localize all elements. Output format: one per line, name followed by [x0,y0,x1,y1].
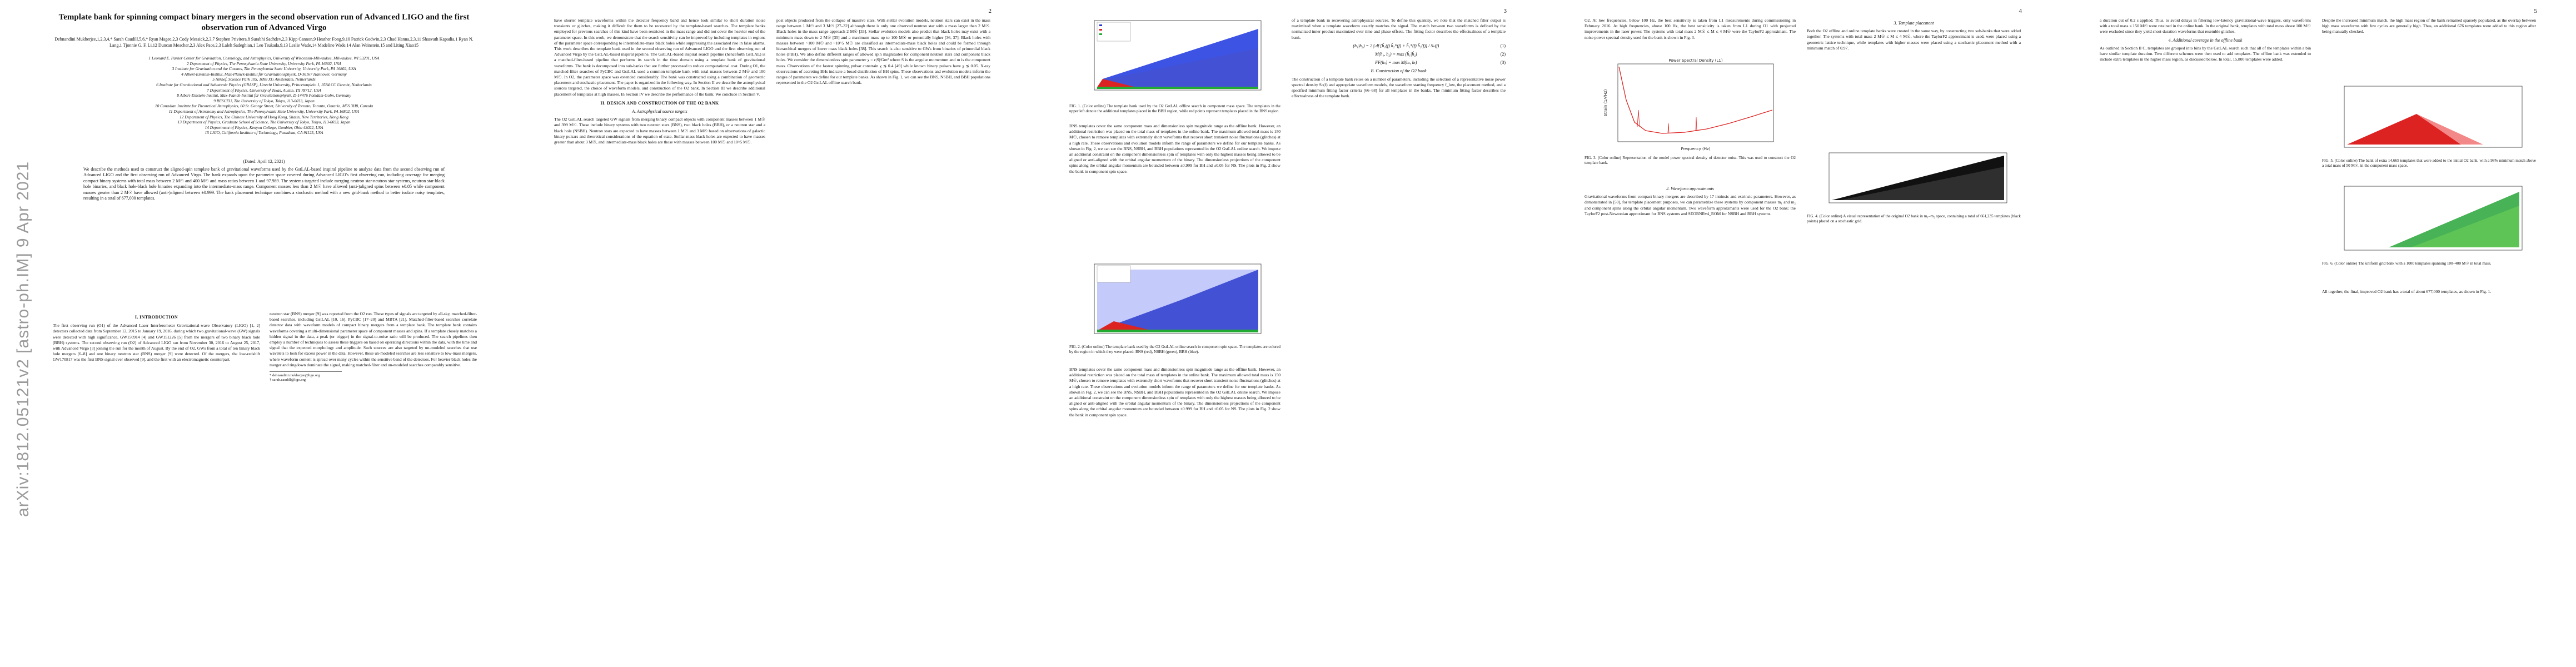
page-5: 5 a duration cut of 0.2 s applied. Thus,… [2061,0,2576,667]
dated-line: (Dated: April 12, 2021) [243,159,285,164]
affiliation-line: 6 Institute for Gravitational and Subato… [156,82,372,87]
page-5-right-column-bottom: All together, the final, improved O2 ban… [2322,289,2536,322]
affiliation-line: 13 Department of Physics, Graduate Schoo… [177,120,351,125]
body-paragraph: Gravitational waveforms from compact bin… [1585,194,1796,216]
page-2: 2 have shorter template waveforms within… [515,0,1030,667]
page-number: 2 [988,8,992,14]
equation-2: M(h₁, h₂) = max (ĥ₁|ĥ₂) (2) [1375,52,1506,57]
affiliation-line: 11 Department of Astronomy and Astrophys… [168,108,360,114]
page-3: 3 FIG. 1. (Color online) The template ba… [1030,0,1546,667]
body-paragraph: O2. At low frequencies, below 100 Hz, th… [1585,18,1796,40]
figure-1-caption: FIG. 1. (Color online) The template bank… [1069,104,1280,114]
footnotes: * debnandini.mukherjee@ligo.org † sarah.… [270,371,342,382]
affiliation-line: 5 Nikhef, Science Park 105, 1098 XG Amst… [212,77,316,82]
section-heading-introduction: I. INTRODUCTION [134,315,178,320]
equation-1: (h₁|h₂) = 2 ∫ df [h̃₁(f) h̃₂*(f) + h̃₁*(… [1353,43,1506,48]
affiliation-line: 3 Institute for Gravitation and the Cosm… [172,66,356,72]
page-2-left-column: have shorter template waveforms within t… [554,18,765,657]
body-paragraph: The construction of a template bank reli… [1292,76,1506,99]
page-5-left-column: a duration cut of 0.2 s applied. Thus, t… [2100,18,2311,657]
figure-3-ylabel: Strain (1/√Hz) [1603,89,1608,116]
body-paragraph: have shorter template waveforms within t… [554,18,765,97]
body-paragraph: Despite the increased minimum match, the… [2322,18,2536,34]
page-3-left-column-lower: BNS templates cover the same component m… [1069,367,1280,656]
body-paragraph: BNS templates cover the same component m… [1069,123,1280,174]
page-1-right-column: neutron star (BNS) merger [9] was report… [270,311,477,656]
subsection-heading-placement: 3. Template placement [1894,21,1934,26]
arxiv-stamp: arXiv:1812.05121v2 [astro-ph.IM] 9 Apr 2… [14,161,32,517]
subsection-heading-additional: 4. Additional coverage in the offline ba… [2168,37,2243,43]
page-4-left-column: 2. Waveform approximants Gravitational w… [1585,183,1796,656]
page-2-right-column: post objects produced from the collapse … [776,18,990,657]
body-paragraph: a duration cut of 0.2 s applied. Thus, t… [2100,18,2311,34]
body-paragraph: Both the O2 offline and online template … [1807,28,2021,51]
figure-3-plot: Power Spectral Density (L1) Frequency (H… [1603,58,1774,151]
body-paragraph: BNS templates cover the same component m… [1069,367,1280,417]
figure-4: FIG. 4. (Color online) A visual represen… [1807,150,2021,224]
page-4-right-column: 3. Template placement Both the O2 offlin… [1807,18,2021,151]
body-paragraph: of a template bank in recovering astroph… [1292,18,1506,40]
figure-3-caption: FIG. 3. (Color online) Representation of… [1585,156,1796,166]
abstract: We describe the methods used to construc… [83,167,445,201]
equation-3: FF(hₛ) = max M(hₛ, hₜ) (3) [1375,60,1506,66]
figure-1-plot [1094,20,1262,91]
page-number: 3 [1503,8,1507,14]
body-paragraph: The O2 GstLAL search targeted GW signals… [554,117,765,145]
author-list: Debnandini Mukherjee,1,2,3,4,* Sarah Cau… [54,37,474,48]
affiliation-line: 15 LIGO, California Institute of Technol… [205,130,323,136]
page-number: 5 [2534,8,2538,14]
subsection-heading-waveforms: 2. Waveform approximants [1666,186,1714,191]
intro-paragraph: The first observing run (O1) of the Adva… [53,323,260,362]
affiliation-line: 2 Department of Physics, The Pennsylvani… [186,61,342,66]
figure-3: Power Spectral Density (L1) Frequency (H… [1585,56,1796,166]
figure-3-title: Power Spectral Density (L1) [1668,58,1722,63]
figure-6-plot [2344,186,2523,251]
affiliation-line: 8 Albert-Einstein-Institut, Max-Planck-I… [177,93,351,98]
subsection-heading-sources: A. Astrophysical source targets [632,109,687,115]
affiliation-line: 14 Department of Physics, Kenyon College… [205,125,323,130]
affiliation-line: 7 Department of Physics, University of T… [207,87,321,93]
figure-3-xlabel: Frequency (Hz) [1681,147,1711,151]
figure-2: FIG. 2. (Color online) The template bank… [1069,261,1280,355]
affiliation-line: 9 RESCEU, The University of Tokyo, Tokyo… [213,98,315,103]
affiliation-line: 10 Canadian Institute for Theoretical As… [155,103,373,109]
figure-5-caption: FIG. 5. (Color online) The bank of extra… [2322,158,2536,168]
page-1-left-column: I. INTRODUCTION The first observing run … [53,311,260,656]
page-4-left-column-top: O2. At low frequencies, below 100 Hz, th… [1585,18,1796,51]
page-3-right-column: of a template bank in recovering astroph… [1292,18,1506,657]
figure-2-plot [1094,263,1262,334]
intro-paragraph-continued: neutron star (BNS) merger [9] was report… [270,311,477,367]
figure-2-caption: FIG. 2. (Color online) The template bank… [1069,345,1280,355]
body-paragraph: As outlined in Section II C, templates a… [2100,45,2311,62]
page-number: 4 [2019,8,2022,14]
figure-5-plot [2344,86,2523,148]
figure-4-plot [1828,152,2007,203]
page-4: 4 O2. At low frequencies, below 100 Hz, … [1546,0,2061,667]
figure-5: FIG. 5. (Color online) The bank of extra… [2322,83,2536,168]
page-1: arXiv:1812.05121v2 [astro-ph.IM] 9 Apr 2… [0,0,515,667]
body-paragraph: All together, the final, improved O2 ban… [2322,289,2492,294]
subsection-heading-construction: B. Construction of the O2 bank [1371,68,1427,74]
figure-4-caption: FIG. 4. (Color online) A visual represen… [1807,214,2021,224]
page-5-right-column-top: Despite the increased minimum match, the… [2322,18,2536,79]
affiliation-list: 1 Leonard E. Parker Center for Gravitati… [53,56,475,136]
footnote-email-1: * debnandini.mukherjee@ligo.org [270,374,320,378]
affiliation-line: 12 Department of Physics, The Chinese Un… [180,114,348,120]
section-heading-design: II. DESIGN AND CONSTRUCTION OF THE O2 BA… [600,100,719,106]
page-3-left-column-upper: BNS templates cover the same component m… [1069,123,1280,257]
figure-1: FIG. 1. (Color online) The template bank… [1069,18,1280,114]
body-paragraph: post objects produced from the collapse … [776,18,990,86]
footnote-email-2: † sarah.caudill@ligo.org [270,378,306,382]
figure-6-caption: FIG. 6. (Color online) The uniform grid … [2322,261,2492,266]
paper-title: Template bank for spinning compact binar… [58,13,470,32]
figure-6: FIG. 6. (Color online) The uniform grid … [2322,183,2536,266]
affiliation-line: 1 Leonard E. Parker Center for Gravitati… [148,56,380,61]
affiliation-line: 4 Albert-Einstein-Institut, Max-Planck-I… [181,71,347,77]
